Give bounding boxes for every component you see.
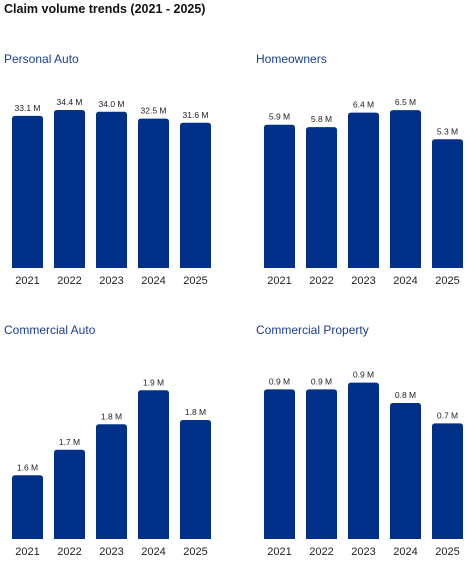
chart-panel-commercial-property: Commercial Property 0.9 M 2021 0.9 M 2022 0.… <box>256 323 466 583</box>
data-label: 1.9 M <box>143 377 164 387</box>
data-label: 0.9 M <box>269 376 290 386</box>
bar-chart-commercial-property: 0.9 M 2021 0.9 M 2022 0.9 M 2023 0.8 M 2024 0.7 … <box>264 370 463 558</box>
x-tick-label: 2025 <box>435 546 459 558</box>
x-tick-label: 2024 <box>393 275 417 287</box>
data-label: 6.4 M <box>353 100 374 110</box>
data-label: 5.8 M <box>311 114 332 124</box>
bar-2022 <box>54 449 85 539</box>
x-tick-label: 2025 <box>183 546 207 558</box>
bar-chart-homeowners: 5.9 M 2021 5.8 M 2022 6.4 M 2023 6.5 M 2024 5.3 … <box>264 97 463 287</box>
chart-panel-commercial-auto: Commercial Auto 1.6 M 2021 1.7 M 2022 1.8 M 2… <box>4 323 214 583</box>
chart-title: Commercial Auto <box>4 323 96 337</box>
data-label: 0.9 M <box>353 370 374 380</box>
x-tick-label: 2024 <box>141 275 165 287</box>
x-tick-label: 2021 <box>15 546 39 558</box>
bar-2023 <box>348 382 379 539</box>
x-tick-label: 2023 <box>99 275 123 287</box>
bar-2024 <box>390 110 421 268</box>
data-label: 0.9 M <box>311 376 332 386</box>
bar-2025 <box>180 420 211 539</box>
bar-2023 <box>96 111 127 268</box>
x-tick-label: 2022 <box>57 275 81 287</box>
x-tick-label: 2021 <box>267 275 291 287</box>
bar-2025 <box>180 122 211 268</box>
data-label: 1.6 M <box>17 462 38 472</box>
bar-2024 <box>390 403 421 539</box>
x-tick-label: 2025 <box>435 275 459 287</box>
data-label: 32.5 M <box>141 106 167 116</box>
bar-2022 <box>306 127 337 268</box>
chart-title: Homeowners <box>256 52 327 66</box>
bar-2024 <box>138 118 169 268</box>
data-label: 1.8 M <box>185 407 206 417</box>
data-label: 33.1 M <box>15 103 41 113</box>
bar-2023 <box>96 424 127 539</box>
data-label: 0.7 M <box>437 410 458 420</box>
x-tick-label: 2024 <box>393 546 417 558</box>
bar-2021 <box>264 124 295 268</box>
data-label: 34.4 M <box>57 97 83 107</box>
data-label: 34.0 M <box>99 99 125 109</box>
bar-chart-personal-auto: 33.1 M 2021 34.4 M 2022 34.0 M 2023 32.5 M 2024… <box>12 97 211 287</box>
x-tick-label: 2022 <box>57 546 81 558</box>
page-title: Claim volume trends (2021 - 2025) <box>4 2 206 16</box>
bar-2024 <box>138 390 169 539</box>
chart-title: Commercial Property <box>256 323 369 337</box>
bar-2022 <box>54 109 85 268</box>
x-tick-label: 2022 <box>309 275 333 287</box>
bar-2023 <box>348 112 379 268</box>
x-tick-label: 2022 <box>309 546 333 558</box>
chart-panel-personal-auto: Personal Auto 33.1 M 2021 34.4 M 2022 34.0 M… <box>4 52 214 312</box>
bar-2021 <box>264 389 295 539</box>
x-tick-label: 2024 <box>141 546 165 558</box>
x-tick-label: 2021 <box>15 275 39 287</box>
data-label: 31.6 M <box>183 110 209 120</box>
data-label: 0.8 M <box>395 390 416 400</box>
bar-2021 <box>12 475 43 539</box>
bar-2022 <box>306 389 337 539</box>
x-tick-label: 2023 <box>99 546 123 558</box>
x-tick-label: 2023 <box>351 546 375 558</box>
chart-panel-homeowners: Homeowners 5.9 M 2021 5.8 M 2022 6.4 M 2023 6.… <box>256 52 466 312</box>
bar-2025 <box>432 139 463 268</box>
data-label: 5.3 M <box>437 126 458 136</box>
bar-2025 <box>432 423 463 539</box>
data-label: 5.9 M <box>269 112 290 122</box>
bar-2021 <box>12 115 43 268</box>
bar-chart-commercial-auto: 1.6 M 2021 1.7 M 2022 1.8 M 2023 1.9 M 2024 1.8 … <box>12 377 211 558</box>
data-label: 1.8 M <box>101 411 122 421</box>
data-label: 6.5 M <box>395 97 416 107</box>
x-tick-label: 2025 <box>183 275 207 287</box>
chart-title: Personal Auto <box>4 52 79 66</box>
data-label: 1.7 M <box>59 437 80 447</box>
x-tick-label: 2021 <box>267 546 291 558</box>
x-tick-label: 2023 <box>351 275 375 287</box>
